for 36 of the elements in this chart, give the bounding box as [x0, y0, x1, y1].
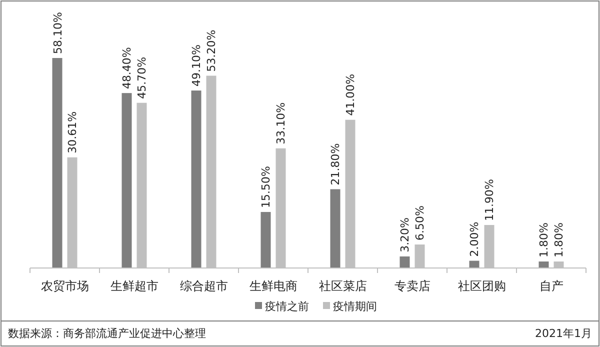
data-label: 21.80% — [329, 143, 342, 186]
data-label: 45.70% — [136, 56, 149, 99]
bar — [469, 260, 480, 268]
data-label: 48.40% — [120, 47, 134, 90]
bar — [122, 93, 132, 268]
data-label: 41.00% — [344, 74, 358, 116]
data-label: 15.50% — [260, 166, 273, 208]
data-label: 2.00% — [468, 222, 482, 257]
data-label: 6.50% — [414, 206, 427, 241]
bar — [330, 189, 340, 268]
x-tick-label: 社区菜店 — [318, 279, 367, 293]
bar — [400, 256, 410, 268]
bar — [52, 58, 62, 268]
data-label: 53.20% — [205, 30, 218, 72]
legend-label: 疫情期间 — [333, 300, 377, 313]
data-label: 33.10% — [274, 102, 288, 144]
data-label: 1.80% — [552, 222, 566, 258]
data-label: 3.20% — [398, 217, 412, 252]
bar — [538, 261, 549, 268]
x-tick-label: 生鲜电商 — [249, 279, 298, 293]
x-tick-label: 生鲜超市 — [110, 279, 158, 293]
legend-label: 疫情之前 — [265, 300, 309, 313]
x-tick-label: 专卖店 — [394, 279, 430, 293]
text: 2021年1月 — [535, 327, 592, 340]
source-note: 数据来源：商务部流通产业促进中心整理 — [8, 327, 206, 340]
x-tick-label: 自产 — [539, 279, 564, 293]
data-label: 11.90% — [483, 179, 496, 221]
x-tick-label: 社区团购 — [458, 279, 506, 293]
data-label: 30.61% — [66, 111, 80, 154]
bar — [260, 212, 271, 268]
data-label: 49.10% — [190, 44, 204, 87]
x-tick-label: 农贸市场 — [40, 279, 89, 293]
x-tick-label: 综合超市 — [180, 279, 228, 293]
data-label: 1.80% — [538, 222, 551, 258]
data-label: 58.10% — [51, 12, 64, 54]
bar — [191, 90, 202, 268]
